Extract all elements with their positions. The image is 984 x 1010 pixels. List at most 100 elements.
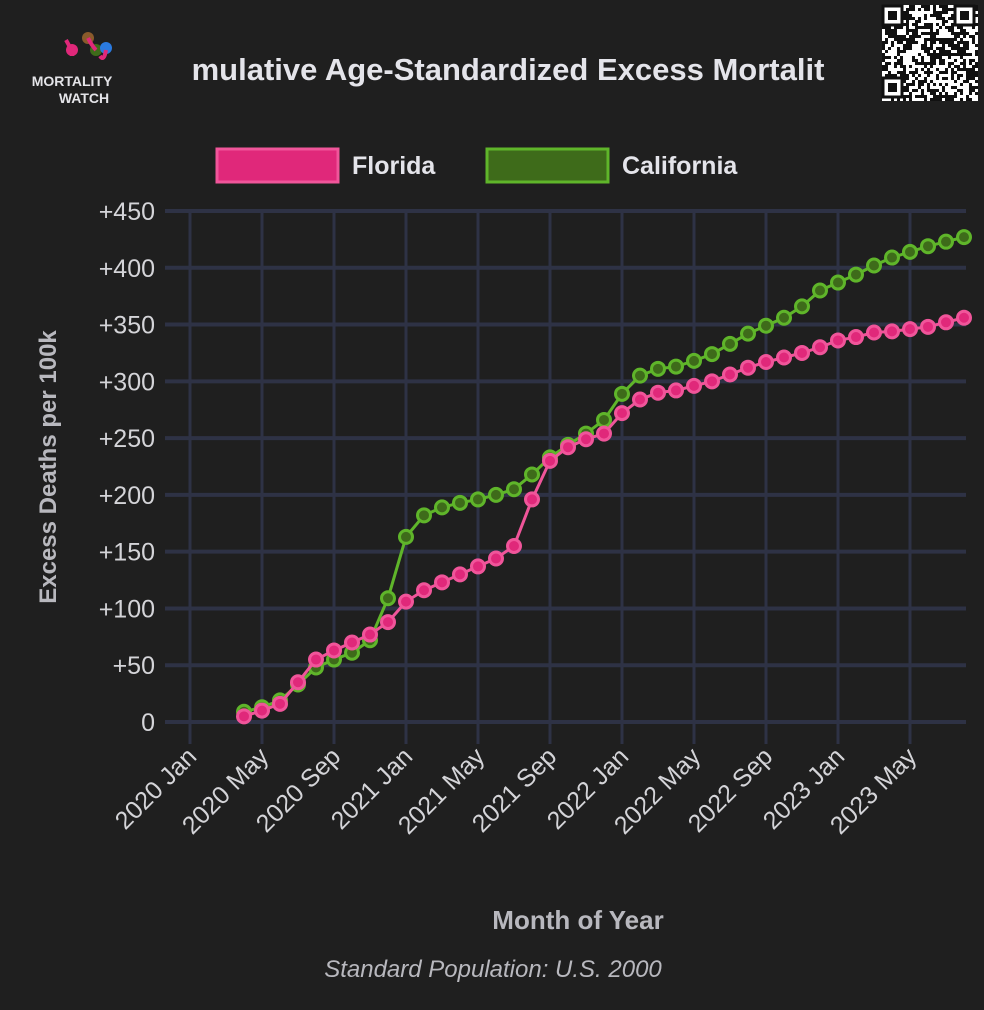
y-tick-label: 0 — [141, 709, 155, 737]
point-florida — [578, 431, 594, 448]
point-florida — [614, 405, 630, 422]
point-florida — [812, 339, 828, 356]
y-tick-label: +100 — [99, 595, 155, 623]
point-california — [956, 229, 972, 246]
logo-line1: MORTALITY — [32, 73, 113, 89]
point-florida — [848, 329, 864, 346]
y-axis-ticks: +450 +400 +350 +300 +250 +200 +150 +100 +50 0 — [99, 198, 155, 737]
legend-swatch-california — [485, 147, 610, 184]
point-california — [830, 274, 846, 291]
point-florida — [434, 574, 450, 591]
point-california — [722, 335, 738, 352]
point-california — [686, 352, 702, 369]
chart-title: mulative Age-Standardized Excess Mortali… — [192, 52, 825, 87]
point-florida — [344, 634, 360, 651]
series — [236, 229, 972, 725]
legend-label-california: California — [622, 152, 738, 180]
x-axis-title: Month of Year — [492, 905, 663, 935]
point-florida — [362, 626, 378, 643]
point-florida — [488, 550, 504, 567]
point-california — [524, 466, 540, 483]
point-florida — [758, 354, 774, 371]
y-axis-title: Excess Deaths per 100k — [35, 330, 62, 604]
point-florida — [884, 323, 900, 340]
point-florida — [902, 321, 918, 338]
y-tick-label: +450 — [99, 198, 155, 226]
point-florida — [290, 674, 306, 691]
point-florida — [830, 332, 846, 349]
point-california — [506, 481, 522, 498]
point-california — [488, 486, 504, 503]
point-florida — [866, 324, 882, 341]
qr-code — [881, 4, 978, 101]
point-california — [740, 325, 756, 342]
y-tick-label: +250 — [99, 425, 155, 453]
point-florida — [236, 708, 252, 725]
point-california — [866, 257, 882, 274]
point-florida — [632, 391, 648, 408]
grid — [165, 209, 966, 744]
point-florida — [506, 537, 522, 554]
point-florida — [776, 349, 792, 366]
point-florida — [686, 377, 702, 394]
point-california — [632, 367, 648, 384]
point-florida — [668, 382, 684, 399]
point-california — [650, 360, 666, 377]
point-california — [704, 346, 720, 363]
point-california — [920, 238, 936, 255]
legend-item-florida[interactable]: Florida — [215, 147, 436, 184]
point-california — [848, 266, 864, 283]
point-florida — [416, 582, 432, 599]
point-california — [776, 309, 792, 326]
point-florida — [542, 452, 558, 469]
point-california — [758, 317, 774, 334]
y-tick-label: +200 — [99, 482, 155, 510]
point-california — [416, 507, 432, 524]
point-california — [884, 249, 900, 266]
logo: MORTALITY WATCH — [32, 32, 113, 106]
legend-item-california[interactable]: California — [485, 147, 738, 184]
point-california — [902, 243, 918, 260]
point-florida — [956, 309, 972, 326]
footnote: Standard Population: U.S. 2000 — [324, 956, 662, 983]
legend-swatch-florida — [215, 147, 340, 184]
point-florida — [254, 702, 270, 719]
y-tick-label: +300 — [99, 368, 155, 396]
point-california — [452, 494, 468, 511]
point-california — [470, 491, 486, 508]
point-florida — [722, 366, 738, 383]
y-tick-label: +50 — [113, 652, 155, 680]
point-florida — [920, 318, 936, 335]
legend-label-florida: Florida — [352, 152, 436, 180]
point-california — [938, 233, 954, 250]
point-california — [434, 499, 450, 516]
point-california — [380, 590, 396, 607]
point-florida — [272, 695, 288, 712]
point-california — [596, 411, 612, 428]
point-florida — [326, 642, 342, 659]
point-california — [614, 385, 630, 402]
point-florida — [740, 359, 756, 376]
point-florida — [938, 314, 954, 331]
point-california — [794, 298, 810, 315]
point-florida — [380, 614, 396, 631]
y-tick-label: +350 — [99, 312, 155, 340]
point-florida — [452, 566, 468, 583]
point-florida — [308, 651, 324, 668]
point-florida — [596, 425, 612, 442]
y-tick-label: +150 — [99, 539, 155, 567]
logo-line2: WATCH — [59, 90, 109, 106]
point-california — [812, 282, 828, 299]
y-tick-label: +400 — [99, 255, 155, 283]
point-florida — [650, 384, 666, 401]
point-florida — [470, 558, 486, 575]
point-florida — [524, 491, 540, 508]
point-florida — [704, 373, 720, 390]
point-florida — [560, 439, 576, 456]
point-california — [668, 358, 684, 375]
point-florida — [794, 344, 810, 361]
legend: Florida California — [215, 147, 738, 184]
point-florida — [398, 593, 414, 610]
